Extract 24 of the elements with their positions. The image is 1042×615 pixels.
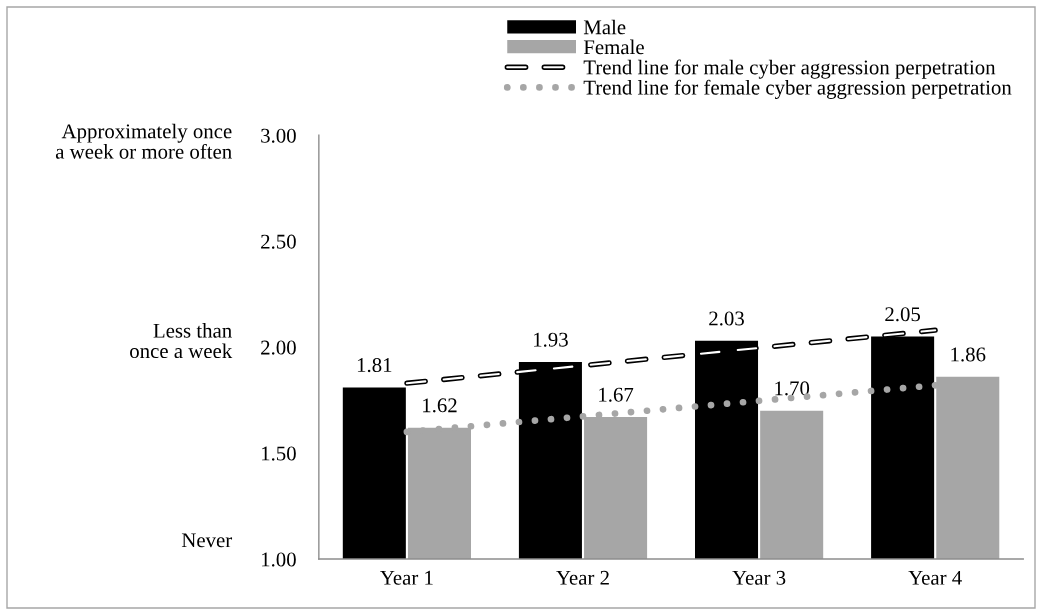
x-tick-label: Year 1 [380,570,433,585]
x-tick-label: Year 3 [732,570,786,585]
text: Less than once a week [130,323,233,359]
y-tick-label: 2.00 [261,340,296,355]
data-label: 1.70 [775,381,810,396]
data-label: 2.03 [709,311,744,326]
data-label: 1.81 [357,358,392,373]
data-label: 1.67 [599,387,634,402]
data-label: 1.62 [423,398,457,413]
y-tick-label: 2.50 [261,234,296,249]
text: Approximately once a week or more often [55,123,232,159]
legend-label: Female [583,39,644,55]
data-label: 2.05 [885,307,921,322]
y-tick-label: 3.00 [261,128,296,143]
legend-label: Trend line for female cyber aggression perpetration [583,79,1012,99]
legend-label: Male [583,19,626,35]
legend-label: Trend line for male cyber aggression perpetration [583,59,996,79]
x-tick-label: Year 2 [556,570,609,585]
y-tick-label: 1.00 [262,552,296,567]
data-label: 1.86 [951,347,986,362]
y-tick-label: 1.50 [262,446,296,461]
text: Never [181,533,233,548]
data-label: 1.93 [534,332,568,347]
x-tick-label: Year 4 [908,570,962,585]
